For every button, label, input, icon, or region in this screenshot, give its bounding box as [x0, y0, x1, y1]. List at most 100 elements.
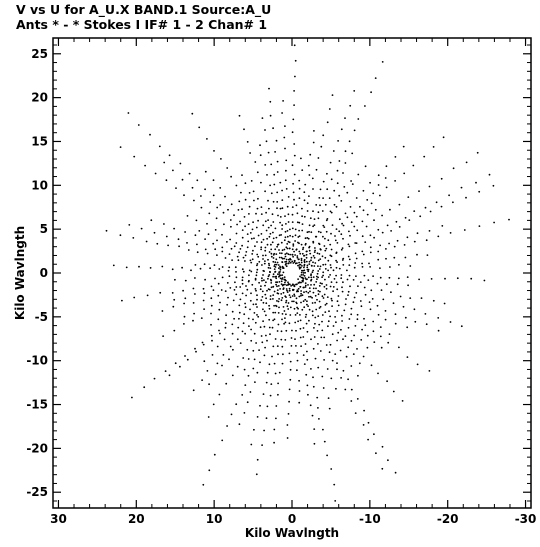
data-point: [244, 302, 247, 305]
data-point: [267, 288, 270, 290]
data-point: [288, 294, 291, 296]
data-point: [196, 251, 199, 254]
data-point: [296, 221, 299, 224]
data-point: [202, 299, 205, 302]
data-point: [311, 414, 314, 417]
data-point: [373, 219, 375, 222]
data-point: [324, 237, 326, 240]
data-point: [236, 338, 239, 341]
data-point: [241, 208, 243, 211]
data-point: [270, 243, 272, 246]
data-point: [302, 274, 304, 276]
data-point: [335, 274, 337, 277]
data-point: [179, 365, 181, 368]
data-point: [285, 159, 288, 162]
data-point: [195, 350, 197, 353]
data-point: [281, 199, 284, 202]
data-point: [341, 286, 343, 289]
data-point: [437, 317, 440, 319]
data-point: [284, 125, 286, 127]
data-point: [276, 285, 278, 288]
data-point: [229, 219, 232, 221]
data-point: [367, 438, 369, 441]
data-point: [463, 229, 466, 231]
data-point: [254, 277, 257, 280]
data-point: [289, 258, 292, 261]
data-point: [260, 299, 263, 301]
data-point: [206, 370, 209, 372]
data-point: [209, 267, 212, 270]
data-point: [206, 138, 208, 140]
data-point: [164, 370, 167, 372]
data-point: [336, 339, 338, 342]
data-point: [328, 108, 331, 110]
x-tick-label: 10: [206, 512, 223, 526]
data-point: [249, 308, 251, 311]
data-point: [235, 276, 238, 279]
data-point: [280, 293, 283, 295]
data-point: [246, 348, 249, 351]
data-point: [221, 276, 224, 279]
data-point: [262, 274, 264, 276]
data-point: [238, 423, 241, 426]
data-point: [301, 215, 303, 218]
data-point: [298, 242, 300, 245]
data-point: [203, 263, 206, 266]
data-point: [235, 184, 238, 187]
data-point: [394, 156, 397, 158]
data-point: [198, 126, 201, 129]
data-point: [264, 260, 266, 262]
data-point: [319, 231, 322, 234]
data-point: [292, 262, 295, 264]
data-point: [330, 211, 333, 214]
data-point: [426, 254, 429, 256]
data-point: [330, 281, 333, 283]
data-point: [287, 302, 290, 304]
data-point: [318, 418, 320, 420]
data-point: [418, 190, 420, 193]
data-point: [339, 349, 342, 352]
data-point: [199, 267, 202, 270]
data-point: [279, 252, 281, 255]
data-point: [300, 243, 303, 246]
data-point: [252, 367, 255, 370]
data-point: [298, 187, 301, 190]
data-point: [368, 262, 370, 265]
data-point: [340, 274, 343, 276]
data-point: [272, 319, 274, 322]
data-point: [334, 239, 337, 242]
data-point: [306, 278, 308, 280]
data-point: [307, 270, 310, 273]
data-point: [373, 433, 375, 436]
data-point: [394, 322, 397, 325]
data-point: [413, 308, 416, 311]
data-point: [392, 390, 395, 393]
data-point: [285, 313, 287, 316]
data-point: [208, 212, 211, 215]
data-point: [289, 228, 291, 231]
data-point: [173, 298, 176, 301]
data-point: [183, 323, 185, 325]
data-point: [302, 336, 305, 338]
data-point: [348, 264, 351, 266]
data-point: [340, 277, 343, 280]
data-point: [253, 428, 255, 431]
data-point: [262, 320, 264, 323]
data-point: [191, 112, 194, 115]
data-point: [329, 343, 332, 346]
data-point: [337, 140, 339, 142]
data-point: [277, 323, 280, 326]
data-point: [321, 320, 323, 323]
data-point: [303, 306, 306, 309]
data-point: [381, 61, 384, 63]
data-point: [259, 326, 262, 329]
data-point: [267, 199, 269, 202]
data-point: [217, 282, 220, 285]
data-point: [217, 318, 220, 321]
data-point: [365, 225, 368, 228]
data-point: [353, 211, 356, 214]
data-point: [233, 245, 236, 248]
data-point: [307, 305, 309, 307]
data-point: [396, 283, 399, 286]
